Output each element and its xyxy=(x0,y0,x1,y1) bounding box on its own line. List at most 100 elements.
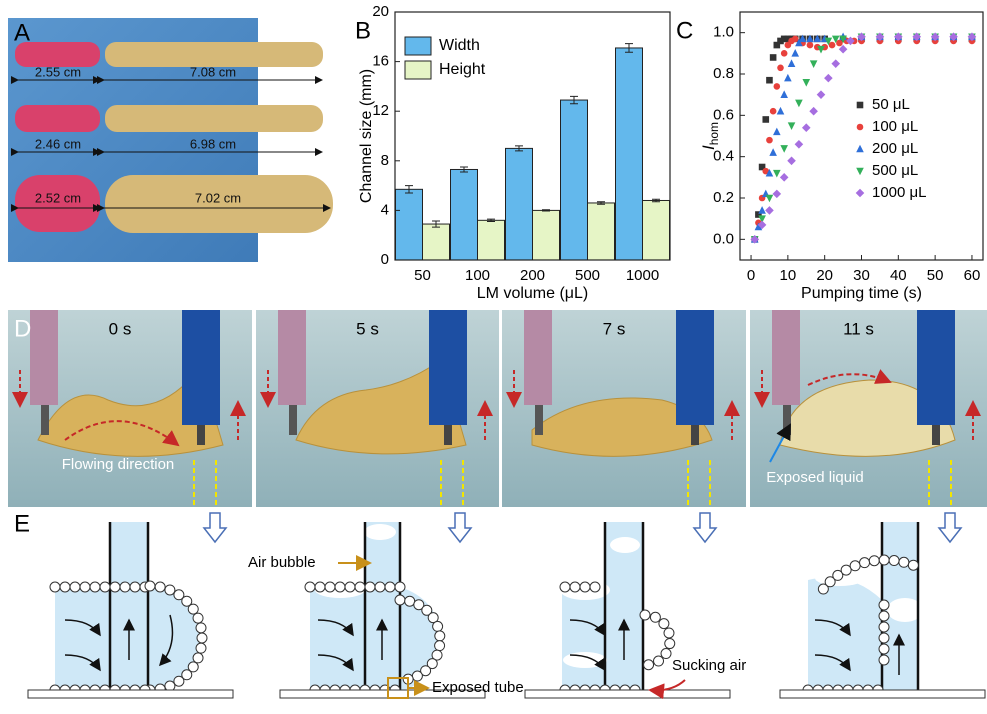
liquid-metal-particle xyxy=(659,619,669,629)
photo-frame: 5 s xyxy=(256,310,499,507)
liquid-metal-particle xyxy=(654,656,664,666)
data-point xyxy=(765,206,774,215)
x-tick-label: 10 xyxy=(780,267,797,284)
annotation: Flowing direction xyxy=(62,456,175,473)
right-needle xyxy=(444,425,452,445)
y-tick-label: 4 xyxy=(381,201,389,218)
panel-label: E xyxy=(14,510,30,537)
liquid-metal-particle xyxy=(869,556,879,566)
liquid-metal-particle xyxy=(130,582,140,592)
bar xyxy=(478,220,505,260)
liquid-metal-particle xyxy=(50,582,60,592)
right-syringe xyxy=(676,310,714,425)
data-point xyxy=(762,116,769,123)
y-axis-label: Channel size (mm) xyxy=(358,69,375,203)
data-point xyxy=(781,50,788,57)
liquid-metal-particle xyxy=(412,671,422,681)
liquid-metal-particle xyxy=(335,582,345,592)
panel-label: C xyxy=(676,17,693,44)
time-label: 11 s xyxy=(843,319,874,338)
data-point xyxy=(770,108,777,115)
liquid-metal-particle xyxy=(664,628,674,638)
liquid-metal-particle xyxy=(661,649,671,659)
legend-label: 500 μL xyxy=(872,162,918,179)
liquid-metal-particle xyxy=(435,641,445,651)
liquid-metal-particle xyxy=(850,561,860,571)
data-point xyxy=(773,170,781,178)
liquid-metal-particle xyxy=(100,582,110,592)
x-axis-label: Pumping time (s) xyxy=(801,285,922,302)
data-point xyxy=(787,157,796,166)
liquid-metal-particle xyxy=(90,582,100,592)
data-point xyxy=(857,124,864,131)
liquid-metal-particle xyxy=(193,653,203,663)
bar xyxy=(588,203,615,260)
data-point xyxy=(780,173,789,182)
substrate xyxy=(28,690,233,698)
bar xyxy=(616,48,643,260)
liquid-metal-particle xyxy=(197,633,207,643)
panel-label: B xyxy=(355,17,371,44)
data-point xyxy=(856,168,864,176)
liquid-metal-particle xyxy=(355,582,365,592)
liquid-metal-particle xyxy=(405,596,415,606)
y-tick-label: 0.0 xyxy=(713,230,734,247)
liquid-metal-particle xyxy=(650,612,660,622)
time-label: 7 s xyxy=(603,319,626,338)
x-tick-label: 100 xyxy=(465,267,490,284)
hollow-arrow xyxy=(939,513,961,542)
legend-swatch xyxy=(405,37,431,55)
x-tick-label: 0 xyxy=(747,267,755,284)
substrate xyxy=(780,690,985,698)
left-syringe xyxy=(524,310,552,405)
data-point xyxy=(766,195,774,203)
x-tick-label: 50 xyxy=(927,267,944,284)
figure: 2.55 cm 7.08 cm 2.46 cm 6.98 cm 2.52 cm … xyxy=(0,0,987,709)
legend-label: Width xyxy=(439,37,480,54)
right-syringe xyxy=(182,310,220,425)
substrate xyxy=(525,690,730,698)
liquid-metal-particle xyxy=(590,582,600,592)
right-syringe xyxy=(429,310,467,425)
annotation-arrow xyxy=(650,680,685,690)
photo-frame: 0 s xyxy=(8,310,252,507)
y-tick-label: 20 xyxy=(372,3,389,20)
data-point xyxy=(780,145,788,153)
left-needle xyxy=(289,405,297,435)
air-bubble xyxy=(610,537,640,553)
tan-strip xyxy=(105,42,323,67)
x-tick-label: 40 xyxy=(890,267,907,284)
right-needle xyxy=(932,425,940,445)
liquid-metal-particle xyxy=(644,660,654,670)
time-label: 5 s xyxy=(356,319,379,338)
liquid-metal-particle xyxy=(196,623,206,633)
y-tick-label: 8 xyxy=(381,152,389,169)
data-point xyxy=(817,90,826,99)
data-point xyxy=(784,74,792,82)
annotation: Exposed tube xyxy=(432,679,524,696)
data-point xyxy=(791,49,799,57)
length-label: 2.46 cm xyxy=(35,136,81,151)
data-point xyxy=(802,79,810,87)
data-point xyxy=(773,128,781,136)
liquid-metal-particle xyxy=(395,582,405,592)
legend-swatch xyxy=(405,61,431,79)
x-tick-label: 20 xyxy=(816,267,833,284)
data-point xyxy=(792,36,799,43)
length-label: 7.02 cm xyxy=(195,190,241,205)
photo-a: 2.55 cm 7.08 cm 2.46 cm 6.98 cm 2.52 cm … xyxy=(8,18,333,262)
data-point xyxy=(795,100,803,108)
liquid-metal-particle xyxy=(315,582,325,592)
legend-label: 100 μL xyxy=(872,118,918,135)
left-needle xyxy=(535,405,543,435)
liquid-metal-particle xyxy=(120,582,130,592)
length-label: 2.52 cm xyxy=(35,190,81,205)
schematic-e xyxy=(28,513,985,698)
data-point xyxy=(777,107,785,115)
liquid-metal-particle xyxy=(580,582,590,592)
y-axis-label: Ihom xyxy=(699,122,721,150)
data-point xyxy=(856,189,865,198)
liquid-metal-particle xyxy=(841,565,851,575)
left-syringe xyxy=(278,310,306,405)
liquid-metal-particle xyxy=(879,633,889,643)
